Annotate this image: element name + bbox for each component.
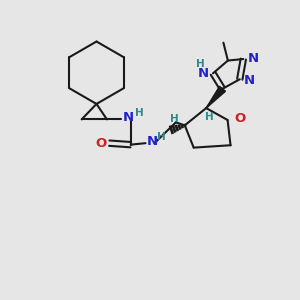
Text: N: N [244,74,255,87]
Text: H: H [196,59,205,69]
Text: N: N [146,135,158,148]
Text: H: H [134,108,143,118]
Text: O: O [234,112,245,125]
Text: N: N [197,67,208,80]
Text: N: N [248,52,259,65]
Text: H: H [170,114,179,124]
Text: H: H [158,132,166,142]
Text: N: N [122,111,134,124]
Text: H: H [205,112,214,122]
Text: O: O [95,137,106,150]
Polygon shape [206,86,226,108]
